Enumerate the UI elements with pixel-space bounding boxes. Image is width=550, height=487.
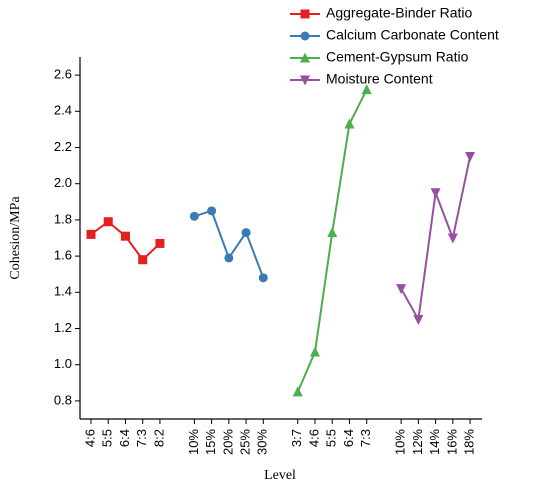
series-line (400, 156, 472, 323)
legend-label: Aggregate-Binder Ratio (326, 5, 473, 21)
y-tick-label: 0.8 (54, 392, 72, 407)
legend-label: Cement-Gypsum Ratio (326, 49, 469, 65)
x-tick-label: 25% (238, 429, 253, 455)
marker (300, 75, 310, 86)
marker (138, 255, 148, 265)
x-tick-label: 30% (255, 429, 270, 455)
marker (207, 206, 217, 216)
y-tick-label: 1.6 (54, 248, 72, 263)
marker (300, 52, 310, 63)
marker (103, 217, 113, 227)
y-tick-label: 1.4 (54, 284, 72, 299)
marker (300, 31, 310, 41)
x-tick-label: 10% (186, 429, 201, 455)
marker (120, 231, 130, 241)
marker (258, 273, 268, 283)
y-tick-label: 1.0 (54, 356, 72, 371)
series-line (296, 89, 368, 393)
marker (189, 211, 199, 221)
x-tick-label: 8:2 (151, 429, 166, 447)
y-tick-label: 2.0 (54, 175, 72, 190)
x-tick-label: 3:7 (289, 429, 304, 447)
x-tick-label: 18% (461, 429, 476, 455)
x-tick-label: 20% (220, 429, 235, 455)
marker (465, 152, 476, 163)
x-tick-label: 5:5 (100, 429, 115, 447)
marker (309, 346, 320, 357)
series-line (90, 220, 161, 262)
marker (396, 284, 407, 295)
x-tick-label: 4:6 (82, 429, 97, 447)
marker (361, 84, 372, 95)
y-tick-label: 2.4 (54, 103, 72, 118)
y-tick-label: 2.2 (54, 139, 72, 154)
marker (327, 227, 338, 238)
x-tick-label: 7:3 (134, 429, 149, 447)
y-axis-label: Cohesion/MPa (8, 196, 23, 280)
marker (344, 118, 355, 129)
marker (447, 233, 458, 244)
marker (292, 386, 303, 397)
x-tick-label: 16% (444, 429, 459, 455)
marker (300, 9, 310, 19)
marker (241, 228, 251, 238)
y-tick-label: 2.6 (54, 67, 72, 82)
marker (155, 238, 165, 248)
series-line (194, 209, 265, 279)
marker (413, 314, 424, 325)
y-tick-label: 1.8 (54, 211, 72, 226)
x-tick-label: 15% (203, 429, 218, 455)
x-tick-label: 7:3 (358, 429, 373, 447)
x-tick-label: 5:5 (324, 429, 339, 447)
x-tick-label: 4:6 (306, 429, 321, 447)
legend-label: Calcium Carbonate Content (326, 27, 499, 43)
marker (430, 188, 441, 199)
marker (224, 253, 234, 263)
x-tick-label: 12% (410, 429, 425, 455)
x-tick-label: 6:4 (341, 429, 356, 447)
x-tick-label: 14% (427, 429, 442, 455)
x-tick-label: 10% (393, 429, 408, 455)
legend-label: Moisture Content (326, 71, 433, 87)
x-axis-label: Level (264, 468, 296, 483)
marker (86, 229, 96, 239)
x-tick-label: 6:4 (117, 429, 132, 447)
y-tick-label: 1.2 (54, 320, 72, 335)
